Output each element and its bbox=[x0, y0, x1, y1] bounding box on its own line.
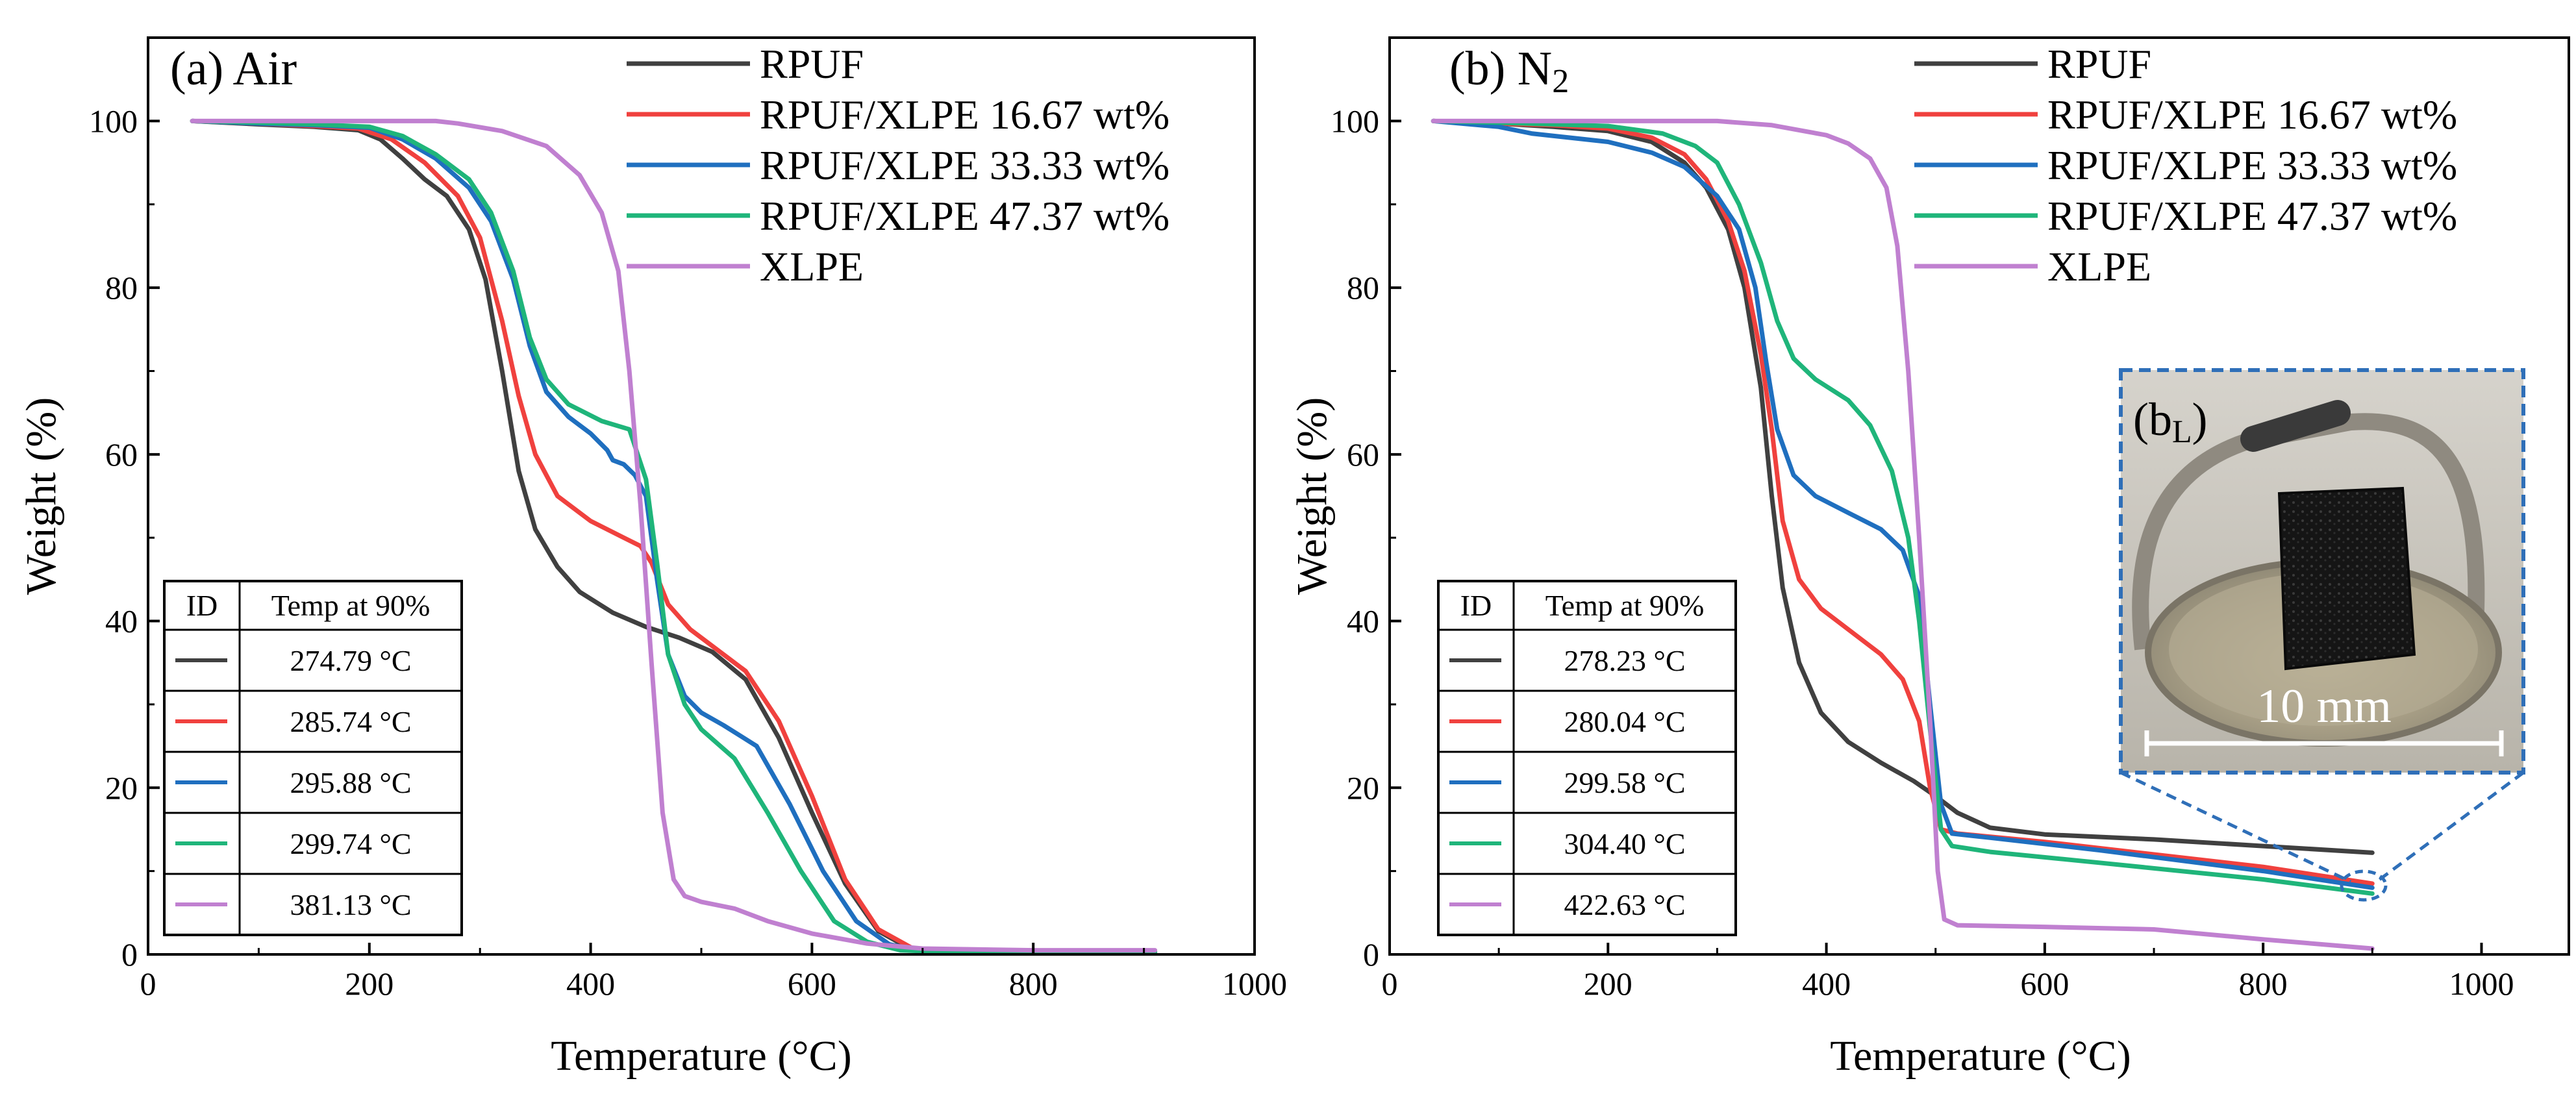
panel-b-x-tick-label: 600 bbox=[2020, 965, 2069, 1002]
panel-b-series-rpuf-xlpe-33-33-wt bbox=[1431, 118, 2375, 890]
panel-b-x-tick-label: 1000 bbox=[2449, 965, 2514, 1002]
panel-a-series-rpuf-xlpe-33-33-wt bbox=[190, 118, 1158, 954]
inset-zoom-line-right bbox=[2375, 771, 2525, 884]
panel-a-legend-label-rpuf: RPUF bbox=[760, 41, 864, 87]
panel-b-table-row-47-37: 304.40 °C bbox=[1564, 827, 1685, 860]
panel-b-x-tick-label: 400 bbox=[1802, 965, 1851, 1002]
panel-a-table-row-33-33: 295.88 °C bbox=[290, 766, 411, 799]
panel-b-table-row-16-67: 280.04 °C bbox=[1564, 705, 1685, 738]
panel-a-table-header-id: ID bbox=[186, 589, 218, 622]
inset-crucible-handle bbox=[2132, 413, 2485, 651]
panel-b-y-tick-label: 0 bbox=[1363, 936, 1379, 973]
panel-b-series-rpuf-xlpe-47-37-wt bbox=[1431, 118, 2375, 896]
panel-b-table-row-33-33: 299.58 °C bbox=[1564, 766, 1685, 799]
panel-b-legend: RPUF RPUF/XLPE 16.67 wt%RPUF/XLPE 33.33 w… bbox=[1914, 41, 2457, 290]
inset-char-sample bbox=[2279, 488, 2414, 669]
panel-a-y-axis-title: Weight (%) bbox=[18, 397, 65, 595]
panel-a-label: (a) Air bbox=[170, 42, 297, 95]
panel-b-x-tick-label: 800 bbox=[2239, 965, 2288, 1002]
panel-a-y-tick-label: 0 bbox=[121, 936, 138, 973]
panel-a-y-tick-label: 80 bbox=[105, 269, 138, 306]
inset-scale-label: 10 mm bbox=[2257, 680, 2392, 733]
panel-a-table-row-47-37: 299.74 °C bbox=[290, 827, 411, 860]
panel-b-series-xlpe bbox=[1431, 118, 2375, 951]
panel-b-x-axis-title: Temperature (°C) bbox=[1830, 1032, 2131, 1080]
panel-b-x-tick-label: 200 bbox=[1584, 965, 1632, 1002]
panel-b-table-header-temp: Temp at 90% bbox=[1545, 589, 1705, 622]
panel-b-y-axis-title: Weight (%) bbox=[1288, 397, 1336, 595]
panel-a-y-tick-label: 60 bbox=[105, 436, 138, 473]
panel-b-y-tick-label: 100 bbox=[1331, 103, 1379, 139]
panel-b-temp-table: ID Temp at 90% 278.23 °C 280.04 °C 299.5… bbox=[1437, 580, 1737, 936]
panel-b-series-rpuf bbox=[1431, 118, 2375, 855]
panel-b-table-row-rpuf: 278.23 °C bbox=[1564, 644, 1685, 677]
panel-a-temp-table: ID Temp at 90% 274.79 °C 285.74 °C 295.8… bbox=[163, 580, 463, 936]
panel-a-x-tick-label: 200 bbox=[345, 965, 394, 1002]
panel-b-legend-label-rpuf: RPUF bbox=[2047, 41, 2151, 87]
panel-a-x-tick-label: 600 bbox=[788, 965, 836, 1002]
inset-handle-grip bbox=[2240, 400, 2351, 452]
panel-a-y-tick-label: 40 bbox=[105, 603, 138, 640]
panel-a-y-tick-label: 100 bbox=[89, 103, 138, 139]
panel-b-y-tick-label: 40 bbox=[1347, 603, 1379, 640]
panel-a-series-group bbox=[190, 118, 1158, 954]
panel-a-series-rpuf-xlpe-16-67-wt bbox=[190, 118, 1158, 954]
panel-a-x-axis-title: Temperature (°C) bbox=[551, 1032, 851, 1080]
panel-b-legend-label-rpuf-xlpe-16-67-wt: RPUF/XLPE 16.67 wt% bbox=[2047, 92, 2457, 138]
panel-a-table-header-temp: Temp at 90% bbox=[271, 589, 431, 622]
inset-highlight-ellipse bbox=[2340, 869, 2388, 902]
panel-b-y-tick-label: 80 bbox=[1347, 269, 1379, 306]
inset-zoom-line-left bbox=[2120, 771, 2352, 884]
panel-a-x-tick-label: 0 bbox=[140, 965, 156, 1002]
panel-b-y-tick-label: 60 bbox=[1347, 436, 1379, 473]
panel-b-legend-label-rpuf-xlpe-33-33-wt: RPUF/XLPE 33.33 wt% bbox=[2047, 142, 2457, 188]
panel-a-legend-label-rpuf-xlpe-16-67-wt: RPUF/XLPE 16.67 wt% bbox=[760, 92, 1169, 138]
panel-b-legend-label-rpuf-xlpe-47-37-wt: RPUF/XLPE 47.37 wt% bbox=[2047, 193, 2457, 239]
panel-a-x-tick-label: 400 bbox=[566, 965, 615, 1002]
panel-a-y-tick-label: 20 bbox=[105, 769, 138, 806]
panel-a-legend-label-rpuf-xlpe-47-37-wt: RPUF/XLPE 47.37 wt% bbox=[760, 193, 1169, 239]
panel-b-legend-label-xlpe: XLPE bbox=[2047, 243, 2151, 290]
panel-b-x-tick-label: 0 bbox=[1382, 965, 1398, 1002]
panel-a-air: 0 200 400 600 800 1000 0 20 40 60 80 100 (a) Air We… bbox=[18, 36, 1287, 1080]
panel-b-ticks: 0 200 400 600 800 1000 0 20 40 60 80 100 bbox=[1331, 103, 2514, 1002]
panel-a-series-rpuf-xlpe-47-37-wt bbox=[190, 118, 1158, 954]
panel-a-x-tick-label: 800 bbox=[1009, 965, 1058, 1002]
panel-b-label: (b) N2 bbox=[1449, 42, 1569, 100]
inset-photo-frame bbox=[2119, 368, 2525, 775]
panel-a-legend: RPUF RPUF/XLPE 16.67 wt%RPUF/XLPE 33.33 w… bbox=[627, 41, 1169, 290]
panel-b-table-row-xlpe: 422.63 °C bbox=[1564, 888, 1685, 921]
panel-a-legend-label-xlpe: XLPE bbox=[760, 243, 864, 290]
panel-a-table-row-rpuf: 274.79 °C bbox=[290, 644, 411, 677]
panel-a-legend-label-rpuf-xlpe-33-33-wt: RPUF/XLPE 33.33 wt% bbox=[760, 142, 1169, 188]
panel-b-plot-frame bbox=[1388, 36, 2570, 956]
panel-a-x-tick-label: 1000 bbox=[1222, 965, 1287, 1002]
inset-label: (bL) bbox=[2133, 393, 2208, 449]
panel-b-y-tick-label: 20 bbox=[1347, 769, 1379, 806]
panel-b-inset-photo: 10 mm (bL) bbox=[2119, 368, 2525, 902]
panel-a-series-xlpe bbox=[190, 118, 1158, 953]
panel-b-nitrogen: 10 mm (bL) 0 200 400 600 800 1000 0 20 40 60 80 100… bbox=[1288, 36, 2570, 1080]
panel-a-ticks: 0 200 400 600 800 1000 0 20 40 60 80 100 bbox=[89, 103, 1287, 1002]
panel-b-series-group bbox=[1431, 118, 2375, 951]
panel-a-table-row-16-67: 285.74 °C bbox=[290, 705, 411, 738]
panel-b-table-header-id: ID bbox=[1460, 589, 1492, 622]
panel-a-table-row-xlpe: 381.13 °C bbox=[290, 888, 411, 921]
